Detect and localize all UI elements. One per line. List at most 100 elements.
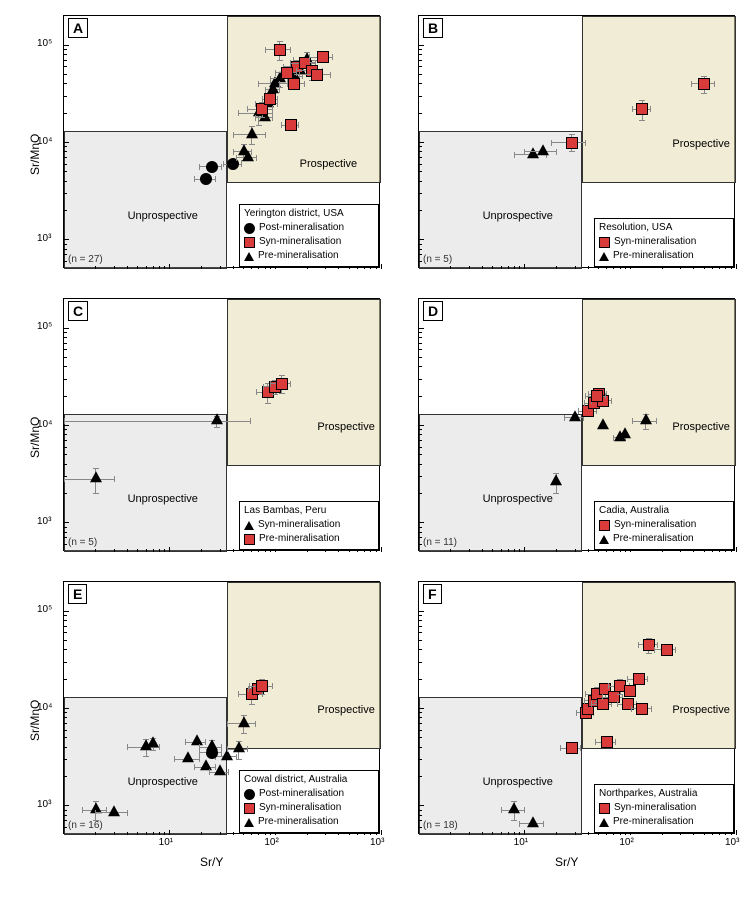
error-cap bbox=[82, 807, 83, 813]
legend-item: Pre-mineralisation bbox=[244, 532, 374, 546]
error-cap bbox=[514, 152, 515, 158]
x-minor-tick bbox=[114, 832, 115, 835]
error-cap bbox=[657, 642, 658, 648]
error-cap bbox=[250, 418, 251, 424]
panel-letter: D bbox=[423, 301, 443, 321]
error-cap bbox=[608, 683, 609, 689]
unprospective-zone bbox=[64, 414, 227, 552]
panel-E: UnprospectiveProspectiveE(n = 16)Cowal d… bbox=[63, 581, 380, 834]
y-minor-tick bbox=[64, 737, 67, 738]
error-cap bbox=[223, 161, 224, 167]
legend-item: Pre-mineralisation bbox=[244, 815, 374, 829]
x-minor-tick bbox=[556, 549, 557, 552]
error-cap bbox=[214, 427, 220, 428]
error-cap bbox=[279, 375, 285, 376]
y-minor-tick bbox=[419, 640, 422, 641]
y-minor-tick bbox=[64, 537, 67, 538]
y-minor-tick bbox=[419, 146, 422, 147]
data-point-square bbox=[288, 78, 300, 90]
error-cap bbox=[296, 70, 297, 76]
x-axis-label: Sr/Y bbox=[555, 855, 578, 869]
error-cap bbox=[64, 418, 65, 424]
x-minor-tick bbox=[501, 549, 502, 552]
y-minor-tick bbox=[64, 615, 67, 616]
legend-label: Pre-mineralisation bbox=[259, 532, 340, 546]
data-point-triangle bbox=[508, 802, 520, 813]
data-point-triangle bbox=[246, 127, 258, 138]
data-point-square bbox=[256, 680, 268, 692]
x-tick bbox=[169, 264, 170, 269]
y-minor-tick bbox=[419, 332, 422, 333]
error-cap bbox=[701, 76, 707, 77]
x-minor-tick bbox=[137, 549, 138, 552]
error-cap bbox=[585, 393, 586, 399]
data-point-triangle bbox=[597, 418, 609, 429]
y-minor-tick bbox=[64, 620, 67, 621]
legend-label: Syn-mineralisation bbox=[259, 235, 341, 249]
error-cap bbox=[127, 810, 128, 816]
x-tick bbox=[524, 830, 525, 835]
legend-marker-square bbox=[244, 803, 255, 814]
data-point-triangle bbox=[242, 150, 254, 161]
error-cap bbox=[298, 122, 299, 128]
legend-marker-triangle bbox=[244, 252, 254, 261]
y-minor-tick bbox=[419, 712, 422, 713]
y-minor-tick bbox=[419, 164, 422, 165]
error-cap bbox=[632, 106, 633, 112]
unprospective-zone-label: Unprospective bbox=[483, 493, 553, 505]
x-minor-tick bbox=[501, 832, 502, 835]
error-cap bbox=[265, 132, 266, 138]
y-minor-tick bbox=[419, 261, 422, 262]
legend: Cowal district, AustraliaPost-mineralisa… bbox=[239, 770, 379, 833]
y-minor-tick bbox=[64, 96, 67, 97]
error-cap bbox=[578, 408, 579, 414]
y-minor-tick bbox=[64, 776, 67, 777]
y-minor-tick bbox=[64, 337, 67, 338]
x-tick-label: 10¹ bbox=[514, 837, 528, 848]
data-point-square bbox=[698, 78, 710, 90]
x-minor-tick bbox=[127, 832, 128, 835]
data-point-triangle bbox=[238, 716, 250, 727]
error-cap bbox=[279, 393, 285, 394]
y-minor-tick bbox=[419, 434, 422, 435]
y-minor-tick bbox=[419, 66, 422, 67]
error-cap bbox=[332, 54, 333, 60]
legend: Resolution, USASyn-mineralisationPre-min… bbox=[594, 218, 734, 267]
y-minor-tick bbox=[64, 434, 67, 435]
x-minor-tick bbox=[575, 549, 576, 552]
y-minor-tick bbox=[64, 343, 67, 344]
y-minor-tick bbox=[419, 493, 422, 494]
y-minor-tick bbox=[419, 615, 422, 616]
y-minor-tick bbox=[419, 532, 422, 533]
y-minor-tick bbox=[64, 429, 67, 430]
y-minor-tick bbox=[419, 210, 422, 211]
x-tick bbox=[736, 830, 737, 835]
y-minor-tick bbox=[419, 357, 422, 358]
x-axis-label: Sr/Y bbox=[200, 855, 223, 869]
x-minor-tick bbox=[233, 832, 234, 835]
legend-label: Pre-mineralisation bbox=[258, 815, 339, 829]
data-point-triangle bbox=[640, 414, 652, 425]
y-minor-tick bbox=[64, 249, 67, 250]
error-cap bbox=[272, 394, 278, 395]
y-minor-tick bbox=[419, 815, 422, 816]
y-tick bbox=[419, 328, 424, 329]
data-point-square bbox=[591, 390, 603, 402]
y-minor-tick bbox=[64, 171, 67, 172]
panel-letter: A bbox=[68, 18, 88, 38]
data-point-triangle bbox=[108, 805, 120, 816]
x-minor-tick bbox=[575, 266, 576, 269]
error-cap bbox=[221, 750, 222, 756]
error-cap bbox=[150, 750, 156, 751]
error-cap bbox=[543, 821, 544, 827]
y-minor-tick bbox=[419, 349, 422, 350]
y-minor-tick bbox=[64, 357, 67, 358]
y-minor-tick bbox=[64, 447, 67, 448]
y-tick bbox=[419, 522, 424, 523]
unprospective-zone bbox=[64, 131, 227, 269]
prospective-zone-label: Prospective bbox=[300, 158, 357, 170]
legend-item: Post-mineralisation bbox=[244, 787, 374, 801]
y-tick bbox=[64, 805, 69, 806]
y-minor-tick bbox=[64, 493, 67, 494]
y-tick bbox=[419, 142, 424, 143]
